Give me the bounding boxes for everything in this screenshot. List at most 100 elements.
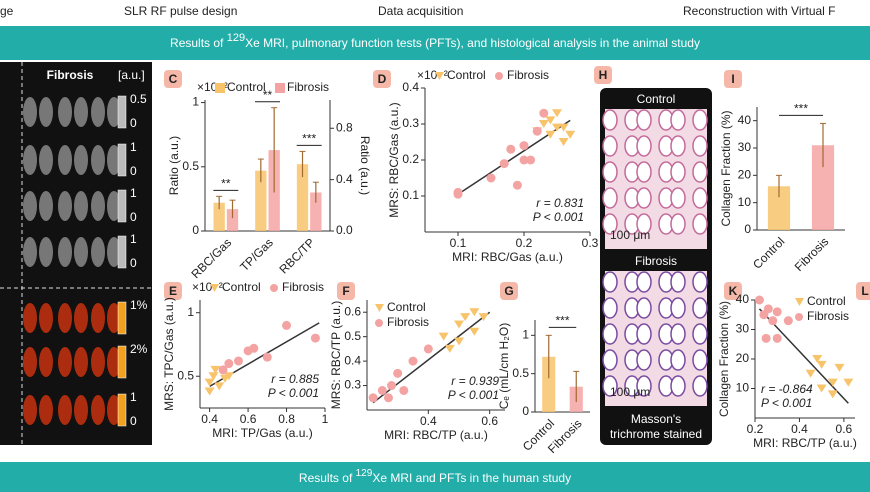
point <box>224 359 234 369</box>
point <box>210 365 221 374</box>
histology-image <box>605 271 707 406</box>
point <box>408 356 418 366</box>
panel-letter: F <box>342 284 349 298</box>
colorbar-label: 2% <box>130 342 148 356</box>
legend-label: Control <box>387 300 426 314</box>
legend-swatch <box>435 72 444 80</box>
colorbar <box>117 301 127 335</box>
point <box>552 123 562 132</box>
alveolus <box>602 375 618 397</box>
legend-label: Control <box>807 294 846 308</box>
banner-text: Xe MRI and PFTs in the human study <box>372 471 571 485</box>
alveolus <box>692 213 708 235</box>
banner-text: Xe MRI, pulmonary function tests (PFTs),… <box>245 36 700 50</box>
legend-label: Control <box>447 68 486 82</box>
alveolus <box>602 135 618 157</box>
banner-text: Results of <box>299 471 356 485</box>
legend-swatch <box>495 72 503 80</box>
point <box>486 173 496 183</box>
lung-image <box>58 237 72 267</box>
bar <box>255 170 267 231</box>
header-item: SLR RF pulse design <box>124 4 237 18</box>
banner <box>0 26 870 60</box>
lung-image <box>91 303 105 333</box>
y-axis-label: MRS: RBC/Gas (a.u.) <box>387 102 401 217</box>
point <box>843 378 854 387</box>
alveolus <box>670 213 686 235</box>
banner-title: Results of 129Xe MRI and PFTs in the hum… <box>299 468 571 486</box>
lung-image <box>91 145 105 175</box>
histology-image <box>605 109 707 249</box>
alveolus <box>670 297 686 319</box>
colorbar-label: 1 <box>130 390 137 404</box>
lung-image <box>39 347 53 377</box>
scale-bar-label: 100 μm <box>610 385 650 399</box>
y-tick-label: 0.2 <box>402 152 419 166</box>
lung-image <box>74 347 88 377</box>
point <box>499 159 509 169</box>
x-axis-label: MRI: RBC/TP (a.u.) <box>753 436 857 450</box>
y-axis-label: Cₑ (mL/cm H₂O) <box>497 323 511 409</box>
legend-label: Fibrosis <box>387 315 429 329</box>
legend-swatch <box>210 284 219 292</box>
alveolus <box>636 271 652 293</box>
colorbar <box>117 345 127 379</box>
alveolus <box>636 213 652 235</box>
colorbar-label: 1 <box>130 186 137 200</box>
point <box>827 378 838 387</box>
lung-image <box>74 97 88 127</box>
y-tick-label: 0.4 <box>344 353 361 367</box>
point <box>469 308 480 317</box>
bar <box>310 192 322 231</box>
header-item: Data acquisition <box>378 4 463 18</box>
panel-label: Fibrosis <box>47 68 94 82</box>
x-tick-label: 0.6 <box>240 412 257 426</box>
header-item: ge <box>0 4 14 18</box>
lung-image <box>39 97 53 127</box>
legend-label: Fibrosis <box>507 68 549 82</box>
x-tick-label: 0.3 <box>582 236 599 250</box>
lung-image <box>74 303 88 333</box>
point <box>393 368 403 378</box>
colorbar-label: 0 <box>130 256 137 270</box>
point <box>539 108 549 118</box>
y-axis-label: Collagen Fraction (%) <box>717 301 731 417</box>
lung-image <box>107 191 121 221</box>
y-tick-label: 0.5 <box>182 159 199 173</box>
y-tick-label: 0.1 <box>402 188 419 202</box>
panel-letter-box <box>164 70 182 88</box>
point <box>310 333 320 343</box>
alveolus <box>602 213 618 235</box>
panel-letter-box <box>724 282 742 300</box>
colorbar-label: 0 <box>130 116 137 130</box>
alveolus <box>692 349 708 371</box>
panel-letter: L <box>861 284 868 298</box>
point <box>478 313 489 322</box>
panel-letter: C <box>169 72 178 86</box>
x-tick-label: 0.6 <box>836 422 853 436</box>
y-tick-label: 1 <box>192 95 199 109</box>
x-tick-label: 1 <box>322 412 329 426</box>
y-axis-label: Collagen Fraction (%) <box>719 110 733 226</box>
stat-text: r = -0.864 <box>761 382 813 396</box>
significance: ** <box>263 88 273 102</box>
lung-image <box>58 347 72 377</box>
y-tick-label: 0.5 <box>177 368 194 382</box>
lung-image <box>23 303 37 333</box>
lung-image <box>39 303 53 333</box>
legend-label: Fibrosis <box>282 280 324 294</box>
point <box>519 141 529 151</box>
alveolus <box>692 161 708 183</box>
y-tick-label: 40 <box>736 292 750 306</box>
alveolus <box>636 375 652 397</box>
lung-image <box>58 145 72 175</box>
legend-swatch <box>275 83 285 93</box>
panel-letter-box <box>373 70 391 88</box>
point <box>772 307 782 317</box>
y-tick-label: 0 <box>522 404 529 418</box>
x-tick-label: 0.4 <box>420 414 437 428</box>
x-tick-label: 0.2 <box>516 236 533 250</box>
point <box>783 316 793 326</box>
point <box>453 189 463 199</box>
lung-image <box>23 395 37 425</box>
